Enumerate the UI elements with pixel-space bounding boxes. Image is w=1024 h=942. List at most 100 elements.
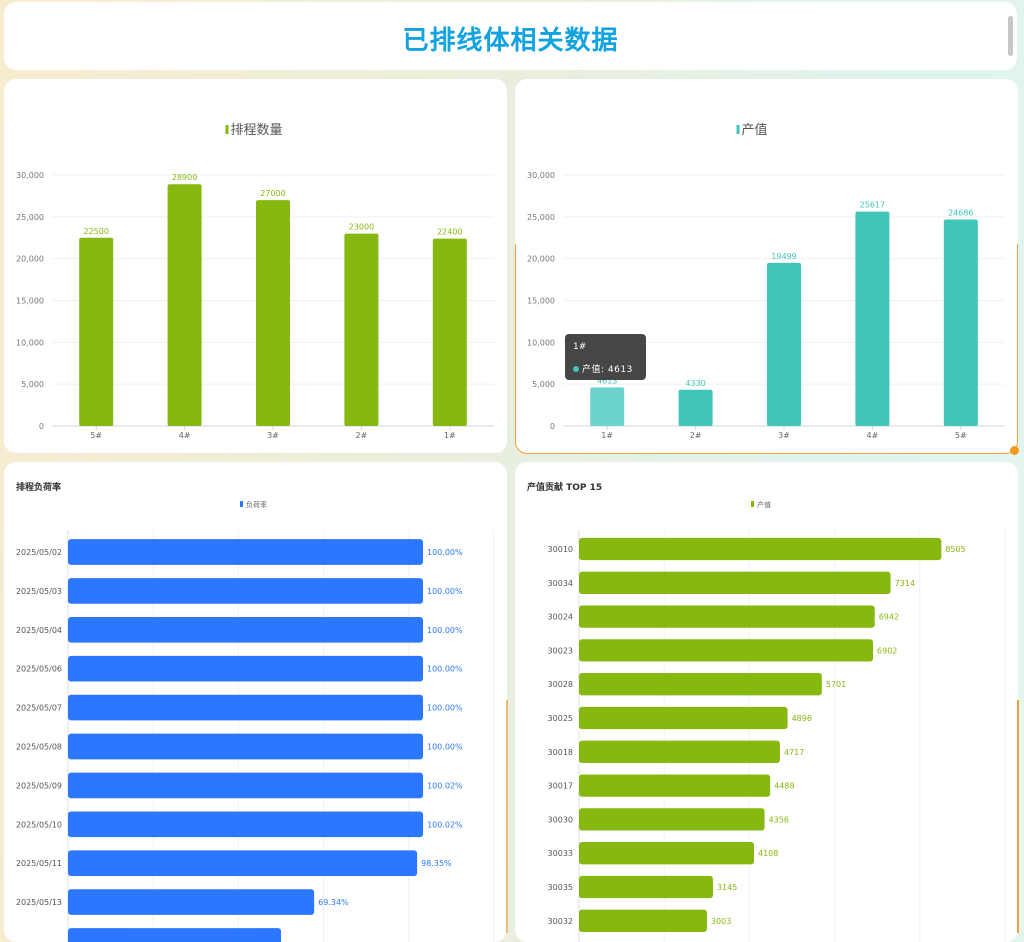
output-value-x-tick: 5# (955, 431, 967, 440)
top15-y-tick: 30030 (548, 815, 573, 824)
output-value-bar (678, 389, 713, 426)
load-rate-bar (68, 539, 423, 565)
top15-data-label: 4488 (774, 782, 794, 791)
schedule-qty-y-tick: 15,000 (16, 297, 44, 306)
top15-data-label: 5701 (826, 680, 846, 689)
output-value-data-label: 19499 (771, 252, 796, 261)
top15-legend-swatch (751, 501, 754, 507)
top15-y-tick: 30028 (548, 680, 573, 689)
output-value-legend-swatch (736, 125, 740, 134)
top15-data-label: 4717 (784, 748, 804, 757)
top15-data-label: 3003 (711, 917, 731, 926)
tooltip-dot-icon (573, 366, 579, 372)
top15-y-tick: 30025 (548, 714, 573, 723)
load-rate-bar (68, 772, 424, 799)
top15-y-tick: 30017 (548, 782, 573, 791)
schedule-qty-y-tick: 25,000 (16, 213, 44, 222)
chart-tooltip: 1# 产值: 4613 (565, 334, 646, 380)
load-rate-y-tick: 2025/05/10 (16, 820, 62, 829)
schedule-qty-y-tick: 5,000 (21, 380, 44, 389)
schedule-qty-y-tick: 20,000 (16, 255, 44, 264)
top15-bar (579, 605, 875, 628)
load-rate-y-tick: 2025/05/09 (16, 781, 62, 790)
tooltip-label: 产值: (582, 365, 605, 375)
load-rate-data-label: 100.00% (427, 743, 463, 752)
top15-data-label: 3145 (717, 883, 737, 892)
tooltip-row: 产值: 4613 (573, 362, 633, 375)
schedule-qty-y-tick: 10,000 (16, 338, 44, 347)
page-title: 已排线体相关数据 (402, 26, 619, 56)
load-rate-card: 排程负荷率 负荷率 2025/05/02 100.00% 2025/05/03 100.… (4, 462, 507, 942)
top15-y-tick: 30034 (548, 579, 573, 588)
output-value-y-tick: 30,000 (527, 171, 555, 180)
top15-data-label: 4356 (769, 815, 789, 824)
top15-y-tick: 30023 (548, 646, 573, 655)
load-rate-data-label: 100.00% (427, 704, 463, 713)
top15-bar (579, 639, 874, 662)
top15-bar (579, 706, 788, 730)
schedule-qty-data-label: 23000 (349, 223, 374, 232)
schedule-qty-bar (344, 233, 379, 426)
schedule-qty-legend-label: 排程数量 (231, 123, 283, 138)
output-value-y-tick: 15,000 (527, 297, 555, 306)
output-value-card: 产值 0 5,000 10,000 15,000 20,000 25,000 30,000 46… (515, 79, 1018, 453)
schedule-qty-bar (432, 238, 467, 426)
load-rate-y-tick: 2025/05/02 (16, 548, 62, 557)
top15-y-tick: 30024 (548, 613, 573, 622)
output-value-data-label: 24686 (948, 208, 973, 217)
output-value-data-label: 4330 (685, 379, 705, 388)
resize-handle[interactable] (1010, 446, 1019, 455)
schedule-qty-x-tick: 2# (356, 431, 368, 440)
top15-chart: 产值 30010 8505 30034 7314 30024 6942 30023 6902 30… (548, 500, 1006, 942)
load-rate-data-label: 98.35% (421, 859, 452, 868)
top15-card: 产值贡献 TOP 15 产值 30010 8505 30034 7314 30024 694… (515, 462, 1018, 942)
load-rate-data-label: 100.02% (427, 820, 463, 829)
load-rate-bar (68, 811, 424, 838)
load-rate-y-tick: 2025/05/11 (16, 859, 62, 868)
top15-y-tick: 30033 (548, 849, 573, 858)
schedule-qty-data-label: 22500 (83, 227, 108, 236)
output-value-y-tick: 5,000 (532, 380, 555, 389)
top15-title: 产值贡献 TOP 15 (527, 483, 603, 493)
output-value-bar (943, 219, 978, 426)
schedule-qty-chart: 排程数量 0 5,000 10,000 15,000 20,000 25,000 30,000… (16, 123, 494, 440)
tooltip-title: 1# (573, 342, 587, 352)
output-value-y-tick: 10,000 (527, 338, 555, 347)
top15-bar (579, 875, 713, 899)
top15-bar (579, 842, 755, 865)
schedule-qty-x-tick: 1# (444, 431, 456, 440)
top15-bar (579, 909, 707, 932)
output-value-x-tick: 4# (867, 431, 879, 440)
header-card: 已排线体相关数据 (4, 2, 1017, 70)
top15-legend-label: 产值 (757, 500, 771, 509)
top15-bar (579, 774, 771, 797)
top15-y-tick: 30032 (548, 917, 573, 926)
schedule-qty-x-tick: 3# (267, 431, 279, 440)
load-rate-y-tick: 2025/05/03 (16, 587, 62, 596)
output-value-bar (855, 211, 890, 426)
selection-outline-left (506, 700, 508, 933)
schedule-qty-y-tick: 0 (39, 422, 44, 431)
schedule-qty-bar (79, 237, 114, 426)
output-value-y-tick: 25,000 (527, 213, 555, 222)
load-rate-y-tick: 2025/05/13 (16, 898, 62, 907)
top15-data-label: 7314 (895, 579, 915, 588)
schedule-qty-data-label: 22400 (437, 228, 462, 237)
output-value-legend-label: 产值 (742, 122, 768, 138)
load-rate-bar (68, 578, 423, 604)
top15-y-tick: 30035 (548, 883, 573, 892)
top15-bar (579, 673, 822, 696)
top15-data-label: 6942 (879, 613, 899, 622)
load-rate-bar (68, 655, 423, 682)
schedule-qty-bar (167, 184, 202, 426)
load-rate-bar (68, 850, 418, 877)
top15-data-label: 8505 (945, 545, 965, 554)
load-rate-data-label: 100.00% (427, 548, 463, 557)
load-rate-y-tick: 2025/05/07 (16, 704, 62, 713)
load-rate-y-tick: 2025/05/08 (16, 743, 62, 752)
scrollbar-thumb[interactable] (1008, 16, 1013, 56)
schedule-qty-x-tick: 4# (179, 431, 191, 440)
schedule-qty-x-tick: 5# (90, 431, 102, 440)
output-value-chart: 产值 0 5,000 10,000 15,000 20,000 25,000 30,000 46… (527, 122, 1005, 440)
load-rate-data-label: 100.00% (427, 626, 463, 635)
